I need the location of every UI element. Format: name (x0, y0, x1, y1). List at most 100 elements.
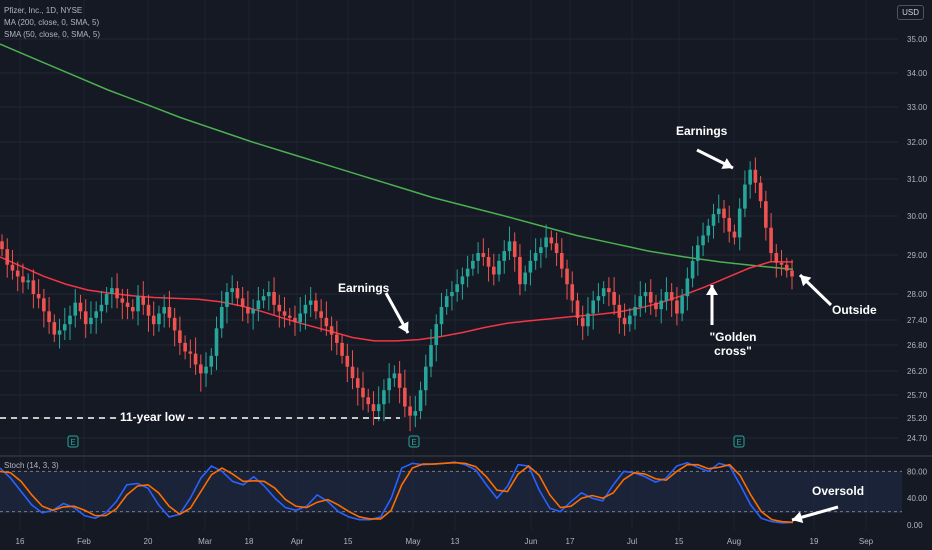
candle-body (73, 302, 78, 316)
candle-body (533, 253, 538, 261)
stoch-y-axis[interactable]: 80.00 40.00 0.00 (907, 467, 928, 530)
candle-body (408, 406, 412, 416)
candle-body (476, 253, 480, 261)
annotation-eleven-year-low: 11-year low (117, 410, 188, 424)
candle-body (549, 237, 554, 244)
candle-body (193, 353, 198, 365)
candle-body (706, 225, 711, 236)
stoch-lines (0, 461, 794, 524)
candle-body (136, 296, 140, 312)
x-tick-label: Aug (727, 537, 741, 546)
candle-body (450, 292, 454, 297)
candle-body (607, 288, 611, 293)
earnings-marker (67, 435, 79, 448)
candle-body (439, 307, 444, 325)
currency-button[interactable]: USD (897, 5, 924, 20)
y-tick-label: 34.00 (907, 69, 928, 78)
annotation-oversold: Oversold (812, 484, 865, 498)
earnings-marker-label: E (736, 438, 741, 447)
candle-body (151, 315, 156, 325)
y-tick-label: 33.00 (907, 103, 928, 112)
candle-body (460, 276, 465, 285)
candle-body (89, 317, 93, 325)
candle-body (52, 322, 57, 335)
candle-body (303, 304, 308, 314)
x-tick-label: Jun (525, 537, 538, 546)
candle-body (355, 378, 360, 388)
candle-body (178, 330, 182, 343)
candle-body (696, 245, 700, 261)
candle-body (601, 288, 606, 297)
candle-body (465, 268, 470, 277)
candle-body (654, 302, 658, 310)
candle-body (26, 280, 30, 283)
y-tick-label: 25.20 (907, 414, 928, 423)
annotation-earnings-mid: Earnings (338, 281, 390, 295)
candle-body (335, 334, 339, 343)
candle-body (125, 302, 130, 307)
candle-body (659, 300, 664, 310)
candle-body (680, 296, 684, 314)
candle-body (115, 288, 119, 299)
candle-body (444, 296, 449, 307)
candle-body (361, 387, 365, 398)
stoch-y-tick-label: 0.00 (907, 521, 923, 530)
x-tick-label: Feb (77, 537, 91, 546)
candle-body (701, 235, 705, 246)
y-axis[interactable]: 35.00 34.00 33.00 32.00 31.00 30.00 29.00 28.00… (907, 35, 928, 443)
x-tick-label: Jul (627, 537, 637, 546)
candle-body (455, 284, 459, 293)
candle-body (413, 411, 418, 416)
candle-body (21, 276, 25, 283)
candle-body (183, 342, 187, 352)
candle-body (732, 231, 737, 238)
candle-body (57, 330, 62, 335)
candle-body (246, 307, 250, 314)
y-tick-label: 25.70 (907, 391, 928, 400)
oversold-arrow-head (792, 511, 804, 524)
candle-body (94, 311, 98, 318)
candle-body (214, 328, 219, 356)
candle-body (209, 355, 214, 367)
y-tick-label: 35.00 (907, 35, 928, 44)
candle-body (638, 296, 643, 307)
candle-body (350, 366, 355, 379)
stoch-legend: Stoch (14, 3, 3) (4, 461, 59, 470)
annotation-golden-cross-1: "Golden (709, 330, 757, 344)
candle-body (130, 307, 135, 312)
y-tick-label: 29.00 (907, 251, 928, 260)
candle-body (675, 300, 679, 314)
earnings-marker-label: E (70, 438, 75, 447)
candle-body (544, 237, 548, 248)
x-tick-label: May (405, 537, 420, 546)
y-tick-label: 31.00 (907, 175, 928, 184)
candle-body (31, 280, 36, 294)
candle-body (722, 208, 726, 218)
outside-arrow-head (800, 275, 812, 287)
x-axis[interactable]: 16 Feb 20 Mar 18 Apr 15 May 13 Jun 17 Jul 15 Aug 19 Sep (16, 537, 874, 546)
x-tick-label: 17 (566, 537, 575, 546)
candle-body (146, 304, 151, 316)
y-tick-label: 24.70 (907, 434, 928, 443)
candle-body (345, 355, 350, 367)
earnings-marker-label: E (411, 438, 416, 447)
candle-body (172, 317, 177, 331)
candle-body (293, 317, 297, 323)
candle-body (758, 182, 763, 202)
candle-body (314, 300, 318, 312)
golden-cross-arrow-head (706, 285, 718, 295)
candle-body (669, 292, 674, 301)
candle-body (774, 253, 779, 263)
candle-body (366, 397, 371, 405)
candle-body (502, 251, 507, 261)
candle-body (78, 302, 83, 312)
candle-body (596, 296, 601, 301)
candles (0, 157, 794, 432)
candle-body (528, 260, 533, 273)
candle-body (120, 298, 125, 303)
x-tick-label: 16 (16, 537, 25, 546)
stoch-d-line (0, 461, 794, 524)
y-tick-label: 30.00 (907, 212, 928, 221)
